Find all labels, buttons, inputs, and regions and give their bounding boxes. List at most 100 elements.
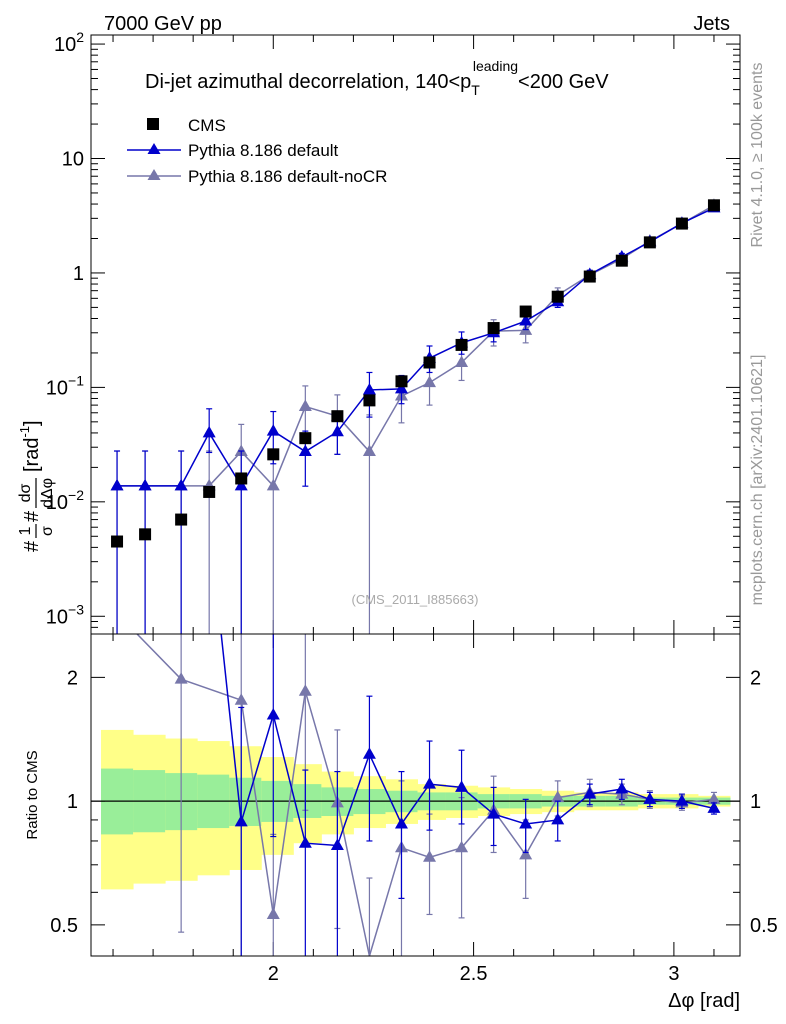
data-point <box>455 355 469 367</box>
legend-nocr-marker <box>147 169 161 180</box>
ratio-ytick-label-right: 0.5 <box>750 915 778 937</box>
main-ytick-label: 102 <box>54 29 84 56</box>
data-point <box>110 478 124 491</box>
data-point <box>266 424 280 436</box>
main-ytick-label: 10 <box>62 149 84 171</box>
ratio-frame <box>90 633 741 957</box>
data-point <box>267 448 280 461</box>
chart-title: Di-jet azimuthal decorrelation, 140<pTle… <box>145 58 609 98</box>
data-point <box>394 381 408 394</box>
data-point <box>330 424 344 437</box>
ratio-data-point <box>551 812 565 825</box>
legend-nocr-label: Pythia 8.186 default-noCR <box>188 167 387 186</box>
data-point <box>643 236 656 249</box>
ratio-data-point <box>519 847 533 860</box>
data-point <box>519 314 533 326</box>
rivet-version-label: Rivet 4.1.0, ≥ 100k events <box>749 63 766 248</box>
ratio-data-point <box>707 792 721 804</box>
ratio-data-point <box>519 816 533 829</box>
ratio-data-point <box>234 814 248 827</box>
data-point <box>423 356 436 369</box>
ratio-data-point <box>423 777 437 789</box>
ylabel-unit: [rad-1] <box>17 420 43 472</box>
xtick-label: 3 <box>668 963 679 985</box>
ratio-xtick-labels: 2 2.5 3 <box>268 963 680 985</box>
data-point <box>583 270 596 283</box>
ratio-ytick-label-left: 1 <box>67 791 78 813</box>
data-point <box>234 444 248 457</box>
main-series <box>110 198 721 634</box>
ratio-data-point <box>615 782 629 794</box>
xtick-label: 2.5 <box>460 963 488 985</box>
main-ytick-labels: 10−3 10−2 10−1 1 10 102 <box>46 29 84 628</box>
ylabel-frac2-den: dΔφ <box>39 478 56 508</box>
ylabel-frac2-num: dσ <box>17 483 34 502</box>
main-ytick-label: 1 <box>73 263 84 285</box>
data-point <box>202 425 216 438</box>
data-point <box>519 305 532 318</box>
ratio-yaxis-label: Ratio to CMS <box>24 750 41 839</box>
ylabel-hash-1: # <box>21 540 43 552</box>
ratio-series <box>136 633 721 957</box>
data-point <box>363 394 376 407</box>
data-point <box>423 375 437 388</box>
xtick-label: 2 <box>268 963 279 985</box>
data-point <box>395 375 408 388</box>
header-category-label: Jets <box>693 13 730 35</box>
ratio-data-point <box>643 792 657 804</box>
ratio-data-point <box>298 836 312 848</box>
main-ytick-label: 10−2 <box>46 487 84 514</box>
ratio-data-point <box>455 840 469 853</box>
data-point <box>298 399 312 412</box>
data-point <box>455 338 468 351</box>
data-point <box>266 478 280 491</box>
ratio-ytick-label-left: 0.5 <box>50 915 78 937</box>
ratio-data-point <box>266 907 280 919</box>
ratio-data-point <box>234 693 248 705</box>
legend: CMS Pythia 8.186 default Pythia 8.186 de… <box>127 116 387 186</box>
data-point <box>299 432 312 445</box>
ratio-data-point <box>707 801 721 813</box>
legend-cms-label: CMS <box>188 116 226 135</box>
data-point <box>362 382 376 395</box>
data-point <box>111 535 124 548</box>
ratio-series-default <box>220 633 721 956</box>
ratio-panel: 0.5 0.5 1 1 2 2 2 2.5 3 Ratio to CMS Δφ [rad] <box>24 633 778 1012</box>
data-point <box>298 444 312 457</box>
ratio-ytick-label-left: 2 <box>67 667 78 689</box>
main-ytick-label: 10−3 <box>46 601 84 628</box>
legend-cms-marker <box>147 118 159 130</box>
main-ticks <box>91 35 740 635</box>
data-point <box>675 217 688 230</box>
data-point <box>487 322 500 335</box>
main-ytick-label: 10−1 <box>46 372 84 399</box>
ratio-data-point <box>266 707 280 720</box>
ratio-bands <box>91 729 740 890</box>
data-point <box>203 485 216 498</box>
ratio-data-point <box>423 850 437 862</box>
ratio-data-point <box>394 816 408 829</box>
analysis-id-watermark: (CMS_2011_I885663) <box>352 592 479 607</box>
data-point <box>551 290 564 303</box>
ratio-data-point <box>298 684 312 696</box>
ylabel-frac1-num: 1 <box>17 526 34 535</box>
main-panel: 10−3 10−2 10−1 1 10 102 Di-jet azimuthal deco… <box>17 29 741 635</box>
xaxis-label: Δφ [rad] <box>668 990 740 1012</box>
data-point <box>707 199 720 212</box>
data-point <box>234 478 248 491</box>
header-energy-label: 7000 GeV pp <box>104 13 222 35</box>
data-point <box>174 478 188 491</box>
data-point <box>175 513 188 526</box>
ratio-data-point <box>583 787 597 799</box>
ratio-data-point <box>362 747 376 759</box>
ratio-ytick-label-right: 1 <box>750 791 761 813</box>
legend-default-marker <box>147 143 161 154</box>
ratio-data-point <box>174 672 188 684</box>
ratio-data-point <box>330 838 344 850</box>
data-point <box>615 254 628 267</box>
series-cms <box>111 199 720 548</box>
data-point <box>331 410 344 423</box>
main-frame <box>90 34 741 635</box>
data-point <box>138 478 152 491</box>
